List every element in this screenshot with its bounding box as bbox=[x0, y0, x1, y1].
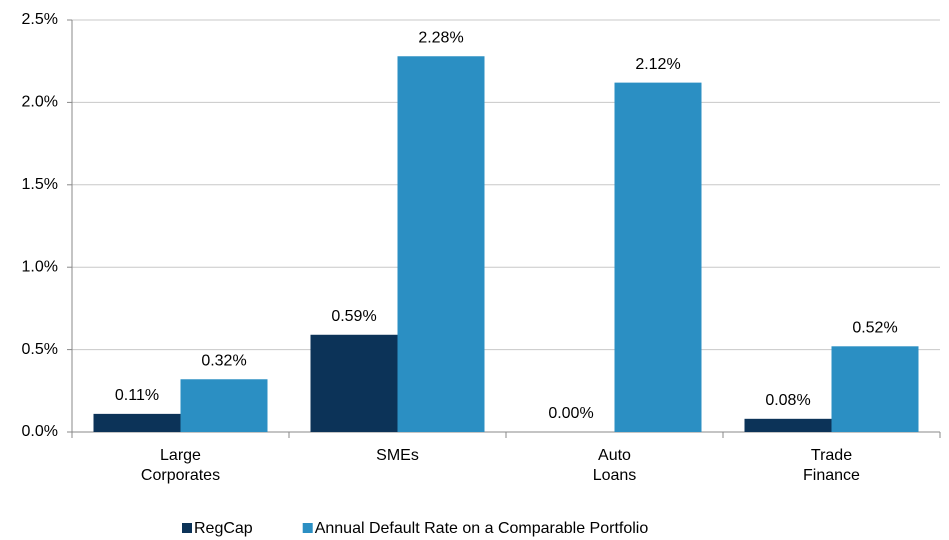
legend-swatch bbox=[182, 523, 192, 533]
data-label: 2.12% bbox=[635, 56, 680, 73]
data-label: 0.32% bbox=[201, 352, 246, 369]
bar bbox=[831, 346, 919, 432]
y-tick-label: 0.0% bbox=[22, 423, 58, 440]
x-tick-label: SMEs bbox=[376, 447, 419, 464]
data-label: 0.08% bbox=[765, 392, 810, 409]
y-tick-label: 2.0% bbox=[22, 94, 58, 111]
bar bbox=[93, 413, 181, 432]
y-tick-label: 0.5% bbox=[22, 341, 58, 358]
data-label: 0.52% bbox=[852, 320, 897, 337]
bar bbox=[397, 56, 485, 432]
legend-label: Annual Default Rate on a Comparable Port… bbox=[315, 520, 649, 537]
y-tick-label: 2.5% bbox=[22, 11, 58, 28]
data-label: 2.28% bbox=[418, 29, 463, 46]
data-label: 0.11% bbox=[115, 387, 159, 404]
bar bbox=[614, 82, 702, 433]
data-label: 0.00% bbox=[548, 405, 593, 422]
bar bbox=[310, 334, 398, 432]
bar bbox=[744, 418, 832, 432]
bar bbox=[180, 379, 268, 432]
x-tick-label: Trade Finance bbox=[803, 447, 860, 484]
x-tick-label: Auto Loans bbox=[593, 447, 637, 484]
x-tick-label: Large Corporates bbox=[141, 447, 220, 484]
data-label: 0.59% bbox=[331, 308, 376, 325]
y-tick-label: 1.5% bbox=[22, 176, 58, 193]
legend-swatch bbox=[302, 523, 313, 533]
y-tick-label: 1.0% bbox=[22, 258, 58, 275]
legend-label: RegCap bbox=[194, 520, 253, 537]
